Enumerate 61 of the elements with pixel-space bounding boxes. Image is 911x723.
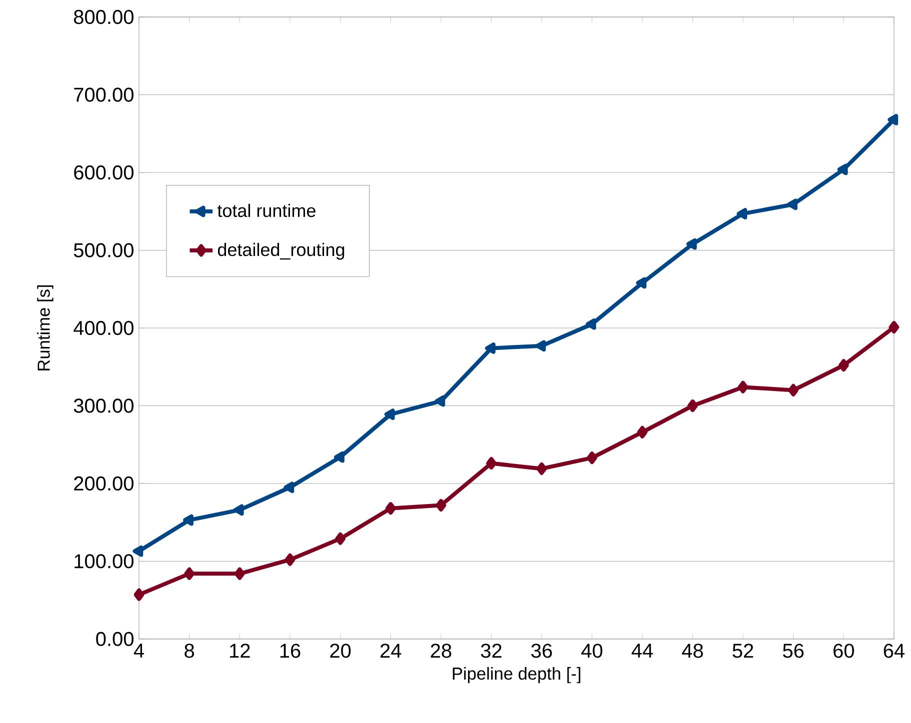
y-tick-label: 100.00: [74, 554, 134, 568]
y-tick-label: 600.00: [74, 165, 134, 180]
point: [384, 408, 395, 420]
x-tick-label: 20: [330, 644, 351, 658]
point: [636, 277, 646, 289]
point: [736, 208, 748, 220]
x-tick-label: 24: [380, 644, 402, 658]
x-tick-label: 28: [430, 644, 452, 658]
x-tick-label: 44: [632, 644, 653, 658]
point: [233, 504, 244, 516]
point: [284, 482, 294, 494]
point: [434, 395, 446, 407]
point: [385, 502, 396, 515]
x-tick-label: 36: [531, 644, 552, 658]
y-tick-label: 200.00: [74, 476, 134, 491]
y-tick-label: 400.00: [74, 320, 134, 336]
point: [485, 342, 496, 354]
point: [134, 588, 144, 601]
point: [132, 545, 144, 557]
point: [888, 114, 898, 126]
point: [486, 457, 497, 470]
y-tick-label: 500.00: [74, 243, 134, 258]
x-tick-label: 60: [834, 644, 854, 658]
point: [334, 451, 344, 463]
y-tick-label: 0.00: [96, 632, 134, 646]
legend-label: total runtime: [217, 204, 316, 218]
point: [183, 514, 194, 526]
point: [284, 553, 296, 566]
point: [637, 426, 648, 438]
point: [535, 340, 546, 352]
point: [738, 380, 748, 394]
point: [788, 384, 799, 396]
point: [888, 320, 900, 334]
y-axis-title: Runtime [s]: [37, 285, 54, 370]
point: [686, 238, 697, 250]
x-tick-label: 64: [884, 644, 905, 658]
point: [837, 164, 848, 176]
x-tick-label: 48: [682, 644, 703, 658]
x-tick-label: 32: [480, 644, 502, 658]
x-tick-label: 16: [280, 644, 300, 658]
x-tick-label: 8: [184, 644, 194, 658]
point: [536, 462, 547, 475]
x-tick-label: 40: [581, 644, 602, 658]
point: [838, 359, 849, 372]
legend-label: detailed_routing: [218, 242, 344, 260]
y-tick-label: 800.00: [74, 10, 134, 24]
point: [586, 318, 596, 330]
point: [436, 498, 446, 512]
x-tick-label: 52: [732, 644, 754, 658]
x-tick-label: 4: [134, 644, 144, 658]
point: [335, 532, 346, 545]
y-tick-label: 300.00: [74, 398, 134, 413]
point: [787, 198, 798, 210]
point: [586, 452, 598, 464]
x-axis-title: Pipeline depth [-]: [452, 667, 580, 684]
x-tick-label: 56: [783, 644, 804, 658]
x-tick-label: 12: [230, 644, 250, 658]
point: [234, 567, 245, 580]
y-tick-label: 700.00: [74, 88, 134, 102]
point: [184, 567, 195, 580]
point: [687, 399, 698, 412]
